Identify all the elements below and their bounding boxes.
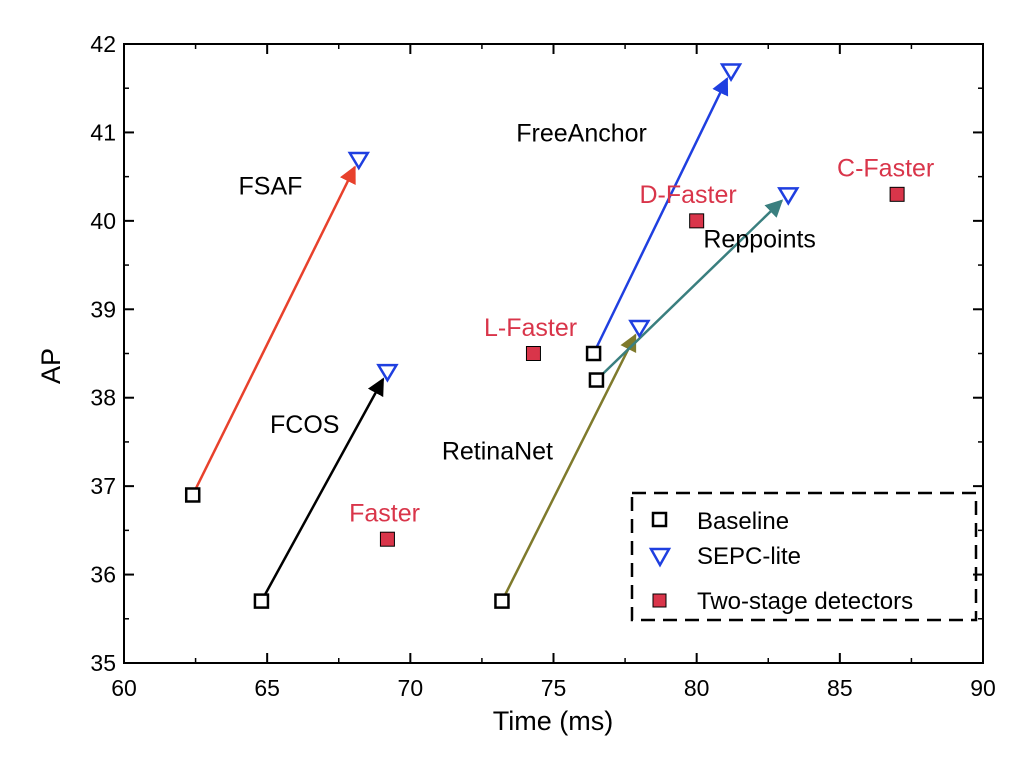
arrow-freeanchor [592,77,729,355]
markers [184,63,905,609]
x-tick-label: 85 [827,675,853,701]
legend-baseline-icon [651,511,668,528]
legend: Baseline SEPC-lite Two-stage detectors [630,491,978,622]
arrow-retinanet [500,333,637,602]
x-tick-label: 65 [254,675,280,701]
axes: 60 65 70 75 80 85 90 35 36 37 38 39 40 41 42 [90,31,995,701]
twostage-point-faster [379,531,395,547]
y-tick-label: 41 [90,119,116,145]
annotation-fcos: FCOS [270,411,339,439]
y-tick-label: 40 [90,208,116,234]
arrows [191,77,784,602]
x-tick-label: 80 [684,675,710,701]
x-axis-title: Time (ms) [493,706,613,736]
y-tick-label: 39 [90,296,116,322]
annotation-reppoints: Reppoints [703,225,816,253]
legend-sepc-label: SEPC-lite [697,543,801,570]
sepc-point-reppoints [777,187,800,206]
legend-frame [630,491,978,622]
annotation-c-faster: C-Faster [837,155,934,183]
annotation-freeanchor: FreeAnchor [516,119,647,147]
annotation-d-faster: D-Faster [639,181,736,209]
baseline-point-fcos [253,593,270,609]
y-tick-label: 37 [90,473,116,499]
y-tick-label: 35 [90,650,116,676]
annotation-fsaf: FSAF [239,172,303,200]
arrow-reppoints [595,199,784,381]
twostage-point-d-faster [689,213,705,229]
y-axis-title: AP [36,348,66,384]
legend-baseline-label: Baseline [697,508,789,535]
baseline-point-freeanchor [585,345,602,362]
annotation-retinanet: RetinaNet [442,438,553,466]
legend-sepc-icon [648,547,672,568]
sepc-point-fsaf [347,151,371,171]
annotation-l-faster: L-Faster [484,314,577,342]
legend-twostage-icon [652,593,667,608]
y-tick-label: 38 [90,385,116,411]
legend-twostage-label: Two-stage detectors [697,588,913,615]
x-tick-label: 75 [541,675,567,701]
baseline-point-reppoints [588,372,605,388]
y-tick-label: 36 [90,562,116,588]
sepc-point-retinanet [628,319,651,339]
x-tick-label: 90 [970,675,996,701]
sepc-point-freeanchor [719,63,743,82]
twostage-point-l-faster [525,346,541,361]
annotations: FSAF FCOS RetinaNet FreeAnchor Reppoints Fast… [239,119,935,527]
x-tick-label: 60 [111,675,137,701]
sepc-point-fcos [376,363,399,383]
twostage-point-c-faster [889,186,905,202]
arrow-fcos [260,377,385,602]
arrow-fsaf [191,165,356,496]
annotation-faster: Faster [349,500,420,528]
baseline-point-retinanet [494,593,510,609]
baseline-point-fsaf [184,487,201,503]
x-tick-label: 70 [398,675,424,701]
y-tick-label: 42 [90,31,116,57]
